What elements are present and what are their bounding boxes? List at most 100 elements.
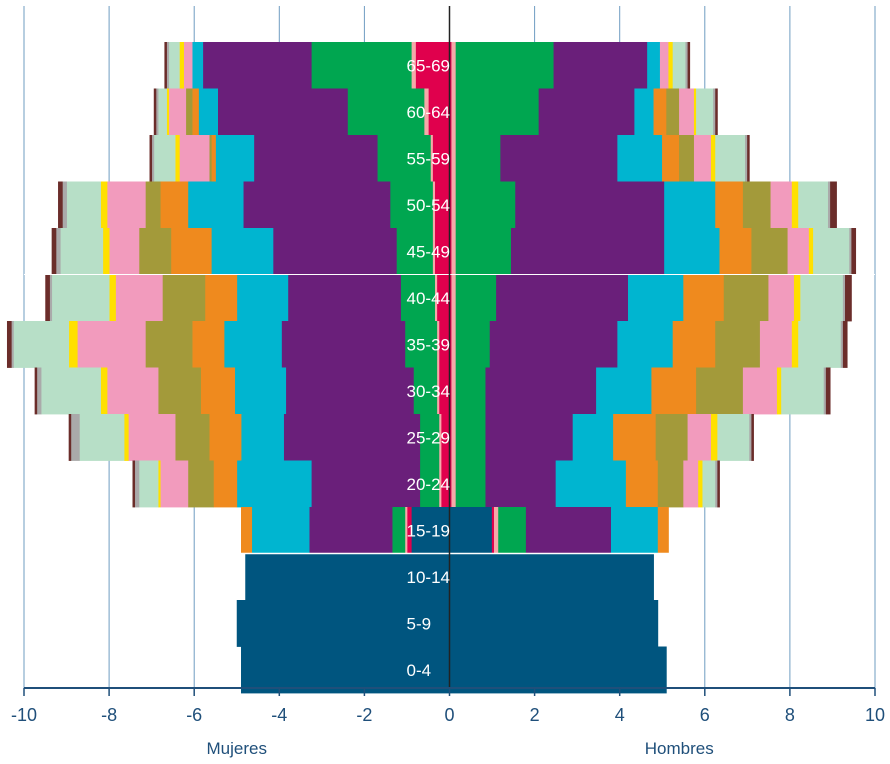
bar-segment-hombres xyxy=(455,460,486,508)
bar-segment-mujeres xyxy=(287,274,401,322)
bar-segment-hombres xyxy=(830,181,837,229)
bar-segment-mujeres xyxy=(45,274,50,322)
bar-segment-hombres xyxy=(555,460,627,508)
bar-segment-hombres xyxy=(455,42,554,89)
bar-segment-mujeres xyxy=(434,274,438,322)
bar-segment-mujeres xyxy=(430,135,433,182)
bar-segment-hombres xyxy=(451,414,457,461)
bar-segment-mujeres xyxy=(283,414,421,461)
bar-segment-mujeres xyxy=(377,135,431,182)
x-axis: -10 -8 -6 -4 -2 0 2 4 6 8 10 xyxy=(11,687,885,725)
bar-segment-mujeres xyxy=(419,414,440,461)
bar-segment-hombres xyxy=(572,414,614,461)
bar-segment-hombres xyxy=(451,321,457,368)
bar-segment-mujeres xyxy=(170,228,212,275)
bar-segment-mujeres xyxy=(347,88,425,136)
age-group-label: 20-24 xyxy=(407,475,450,494)
bar-segment-mujeres xyxy=(236,274,289,322)
bar-segment-mujeres xyxy=(202,42,312,89)
bar-segment-hombres xyxy=(664,228,720,275)
bar-segment-hombres xyxy=(617,135,663,182)
bar-segment-mujeres xyxy=(68,321,78,368)
bar-segment-hombres xyxy=(449,321,452,368)
age-group-labels: 65-69 60-64 55-59 50-54 45-49 40-44 35-39 30-34… xyxy=(407,56,450,680)
bar-segment-hombres xyxy=(455,274,497,322)
bar-segment-hombres xyxy=(742,181,771,229)
bar-segment-hombres xyxy=(693,135,712,182)
x-tick-label: -8 xyxy=(101,705,117,725)
bar-segment-hombres xyxy=(808,228,814,275)
bar-segment-hombres xyxy=(553,42,648,89)
bar-segment-hombres xyxy=(455,414,486,461)
age-group-label: 25-29 xyxy=(407,428,450,447)
bar-segment-mujeres xyxy=(34,367,38,415)
bar-segment-mujeres xyxy=(60,228,104,275)
bar-segment-hombres xyxy=(840,321,844,368)
bar-segment-hombres xyxy=(813,228,850,275)
bar-segment-hombres xyxy=(449,42,452,89)
bar-segment-hombres xyxy=(717,460,720,508)
bar-segment-hombres xyxy=(717,414,750,461)
bar-segment-mujeres xyxy=(175,414,210,461)
bar-segment-mujeres xyxy=(411,507,450,554)
bar-segment-mujeres xyxy=(138,460,159,508)
bar-segment-mujeres xyxy=(183,42,193,89)
bar-segment-mujeres xyxy=(145,181,161,229)
bar-segment-mujeres xyxy=(185,88,193,136)
bar-segment-hombres xyxy=(455,367,486,415)
bar-segment-hombres xyxy=(485,414,574,461)
bar-segment-mujeres xyxy=(438,414,442,461)
bar-segment-mujeres xyxy=(164,42,167,89)
bar-segment-hombres xyxy=(449,228,452,275)
bar-segment-mujeres xyxy=(432,228,436,275)
bar-segment-mujeres xyxy=(162,274,206,322)
bar-segment-hombres xyxy=(698,460,703,508)
bar-segment-mujeres xyxy=(149,135,153,182)
bar-segment-hombres xyxy=(455,135,501,182)
bar-segment-mujeres xyxy=(406,507,412,554)
bar-segment-mujeres xyxy=(432,181,436,229)
bar-segment-hombres xyxy=(451,228,457,275)
bar-segment-mujeres xyxy=(134,460,140,508)
bar-segment-mujeres xyxy=(311,42,412,89)
bar-segment-hombres xyxy=(793,274,801,322)
left-axis-title: Mujeres xyxy=(207,739,267,758)
bar-segment-mujeres xyxy=(11,321,14,368)
bar-segment-hombres xyxy=(455,181,516,229)
bar-segment-mujeres xyxy=(411,42,416,89)
bar-segment-mujeres xyxy=(389,181,433,229)
bar-segment-mujeres xyxy=(158,88,167,136)
bar-segment-mujeres xyxy=(158,460,161,508)
bar-segment-hombres xyxy=(489,321,618,368)
bar-segment-mujeres xyxy=(413,367,438,415)
bar-segment-mujeres xyxy=(236,460,312,508)
bar-segment-mujeres xyxy=(245,553,450,601)
bar-segment-mujeres xyxy=(209,414,242,461)
bar-segment-hombres xyxy=(455,321,491,368)
bar-segment-mujeres xyxy=(241,507,253,554)
bar-segment-mujeres xyxy=(168,88,187,136)
bar-segment-mujeres xyxy=(204,274,238,322)
bar-segment-hombres xyxy=(449,274,452,322)
bar-segment-hombres xyxy=(715,88,718,136)
bar-segment-hombres xyxy=(672,42,686,89)
bar-segment-mujeres xyxy=(166,88,170,136)
bar-segment-hombres xyxy=(702,460,716,508)
age-group-label: 10-14 xyxy=(407,568,450,587)
x-tick-label: -2 xyxy=(356,705,372,725)
bar-segment-hombres xyxy=(657,507,669,554)
bar-segment-hombres xyxy=(787,228,810,275)
bar-segment-mujeres xyxy=(109,274,116,322)
age-group-label: 15-19 xyxy=(407,521,450,540)
bar-segment-mujeres xyxy=(179,135,210,182)
age-group-label: 40-44 xyxy=(407,289,450,308)
age-group-label: 5-9 xyxy=(407,614,432,633)
bar-segment-hombres xyxy=(798,321,842,368)
bar-segment-hombres xyxy=(770,181,793,229)
bar-segment-mujeres xyxy=(423,88,429,136)
bar-segment-hombres xyxy=(715,321,761,368)
bar-segment-mujeres xyxy=(128,414,176,461)
x-tick-label: 2 xyxy=(530,705,540,725)
bar-segment-hombres xyxy=(628,274,684,322)
